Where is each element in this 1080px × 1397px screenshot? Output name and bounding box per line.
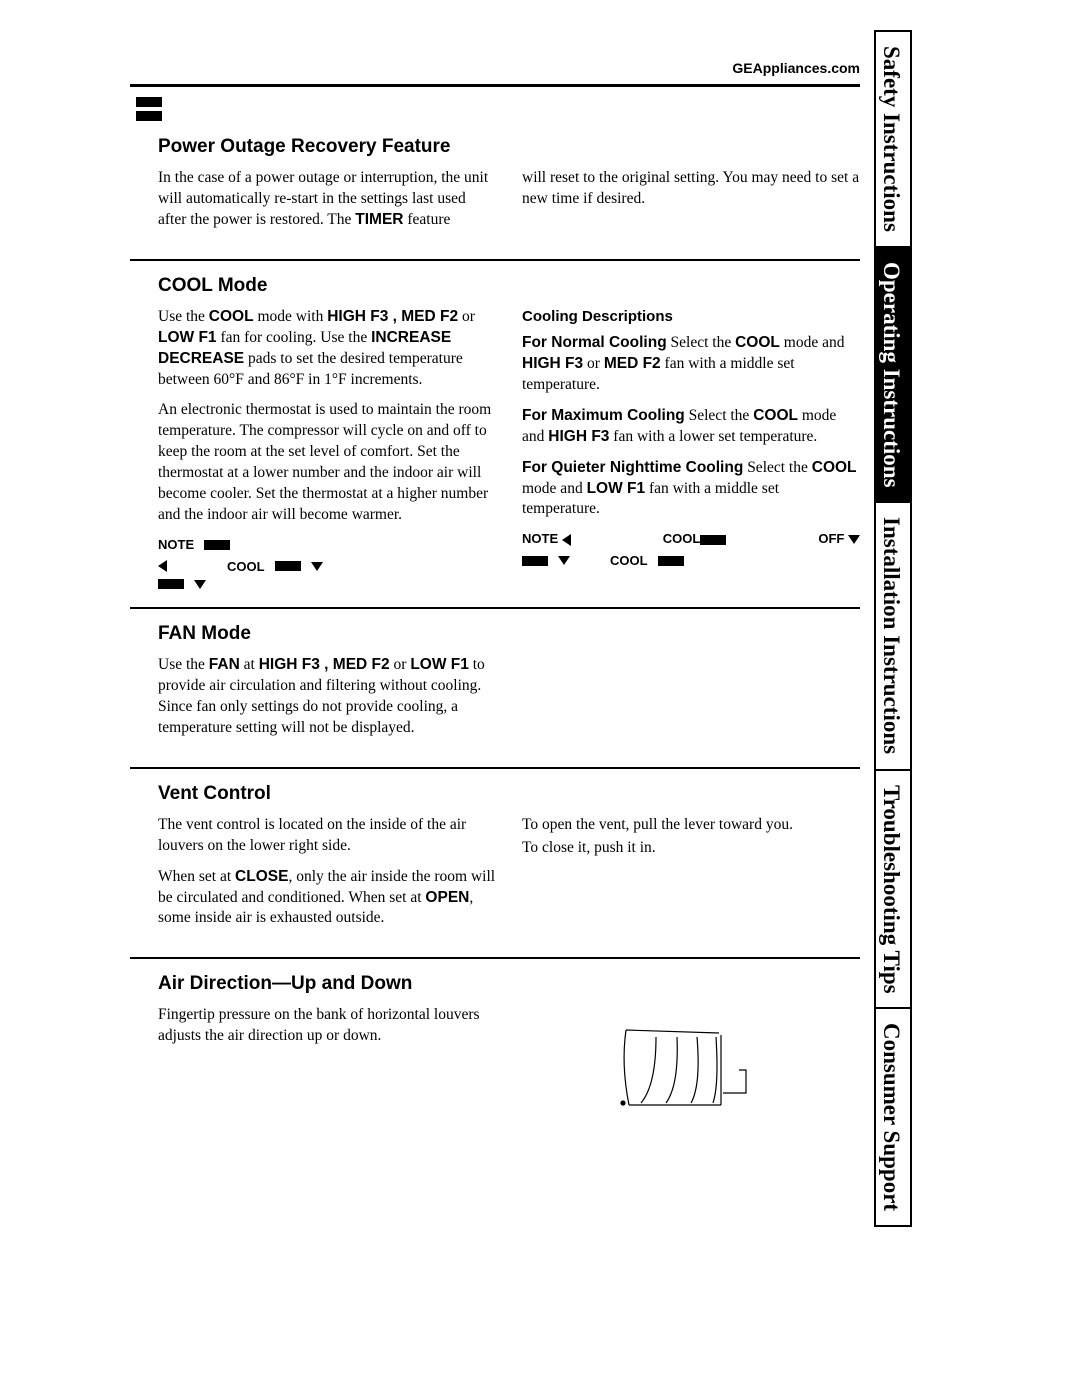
triangle-left-icon	[562, 534, 571, 546]
fan-p: Use the FAN at HIGH F3 , MED F2 or LOW F…	[158, 655, 496, 739]
vent-right-col: To open the vent, pull the lever toward …	[522, 815, 860, 940]
tab-operating-instructions[interactable]: Operating Instructions	[874, 248, 912, 504]
fan-left-col: Use the FAN at HIGH F3 , MED F2 or LOW F…	[158, 655, 496, 749]
vent-left-col: The vent control is located on the insid…	[158, 815, 496, 940]
triangle-down-icon	[558, 556, 570, 565]
triangle-down-icon	[848, 535, 860, 544]
header-site-url: GEAppliances.com	[130, 60, 860, 84]
vent-left-p1: The vent control is located on the insid…	[158, 815, 496, 857]
decorative-blocks-icon	[136, 97, 162, 125]
cool-left-note2: COOL	[158, 558, 496, 576]
cool-label: COOL	[227, 558, 265, 576]
airdir-p: Fingertip pressure on the bank of horizo…	[158, 1005, 496, 1047]
cool-right-p1: For Normal Cooling Select the COOL mode …	[522, 333, 860, 396]
text: feature	[403, 211, 450, 228]
airdir-right-col	[522, 1005, 860, 1115]
block-icon	[275, 561, 301, 571]
power-outage-left-col: In the case of a power outage or interru…	[158, 168, 496, 241]
cool-right-p3: For Quieter Nighttime Cooling Select the…	[522, 458, 860, 521]
tab-safety-instructions[interactable]: Safety Instructions	[874, 30, 912, 248]
section-tab-bar: Safety Instructions Operating Instructio…	[874, 30, 912, 1227]
louver-illustration-icon	[611, 1015, 771, 1115]
cool-right-p2: For Maximum Cooling Select the COOL mode…	[522, 406, 860, 448]
tab-troubleshooting-tips[interactable]: Troubleshooting Tips	[874, 771, 912, 1010]
section-power-outage: Power Outage Recovery Feature In the cas…	[130, 136, 860, 241]
bold-timer: TIMER	[355, 211, 403, 228]
cool-left-p1: Use the COOL mode with HIGH F3 , MED F2 …	[158, 307, 496, 391]
triangle-down-icon	[194, 580, 206, 589]
off-label: OFF	[818, 531, 844, 546]
cool-left-note3	[158, 579, 496, 589]
cooling-descriptions-heading: Cooling Descriptions	[522, 307, 860, 327]
cool-left-note: NOTE	[158, 536, 496, 554]
triangle-down-icon	[311, 562, 323, 571]
section-vent-control: Vent Control The vent control is located…	[130, 783, 860, 940]
cool-label: COOL	[610, 552, 648, 570]
note-label: NOTE	[522, 531, 558, 546]
vent-right-p1: To open the vent, pull the lever toward …	[522, 815, 860, 836]
cool-right-col: Cooling Descriptions For Normal Cooling …	[522, 307, 860, 589]
note-label: NOTE	[158, 536, 194, 554]
page-body: GEAppliances.com Power Outage Recovery F…	[130, 60, 860, 1115]
airdir-left-col: Fingertip pressure on the bank of horizo…	[158, 1005, 496, 1115]
section-fan-mode: FAN Mode Use the FAN at HIGH F3 , MED F2…	[130, 623, 860, 749]
triangle-left-icon	[158, 560, 167, 572]
vent-left-p2: When set at CLOSE, only the air inside t…	[158, 867, 496, 930]
block-icon	[158, 579, 184, 589]
top-rule	[130, 84, 860, 87]
block-icon	[204, 540, 230, 550]
cool-label: COOL	[663, 531, 701, 546]
cool-left-p2: An electronic thermostat is used to main…	[158, 400, 496, 526]
section-rule	[130, 767, 860, 769]
heading-power-outage: Power Outage Recovery Feature	[158, 136, 860, 158]
cool-right-note: NOTE COOL OFF	[522, 530, 860, 548]
block-icon	[658, 556, 684, 566]
heading-cool-mode: COOL Mode	[158, 275, 860, 297]
heading-fan-mode: FAN Mode	[158, 623, 860, 645]
fan-right-col	[522, 655, 860, 749]
text: will reset to the original setting. You …	[522, 168, 860, 210]
section-rule	[130, 607, 860, 609]
block-icon	[522, 556, 548, 566]
cool-right-note2: COOL	[522, 552, 860, 570]
block-icon	[700, 535, 726, 545]
power-outage-right-col: will reset to the original setting. You …	[522, 168, 860, 241]
section-rule	[130, 957, 860, 959]
heading-vent-control: Vent Control	[158, 783, 860, 805]
cool-left-col: Use the COOL mode with HIGH F3 , MED F2 …	[158, 307, 496, 589]
section-rule	[130, 259, 860, 261]
vent-right-p2: To close it, push it in.	[522, 838, 860, 859]
section-air-direction: Air Direction—Up and Down Fingertip pres…	[130, 973, 860, 1115]
section-cool-mode: COOL Mode Use the COOL mode with HIGH F3…	[130, 275, 860, 589]
tab-installation-instructions[interactable]: Installation Instructions	[874, 503, 912, 770]
tab-consumer-support[interactable]: Consumer Support	[874, 1009, 912, 1227]
heading-air-direction: Air Direction—Up and Down	[158, 973, 860, 995]
